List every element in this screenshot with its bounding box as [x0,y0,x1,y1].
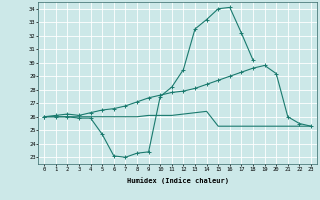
X-axis label: Humidex (Indice chaleur): Humidex (Indice chaleur) [127,177,228,184]
